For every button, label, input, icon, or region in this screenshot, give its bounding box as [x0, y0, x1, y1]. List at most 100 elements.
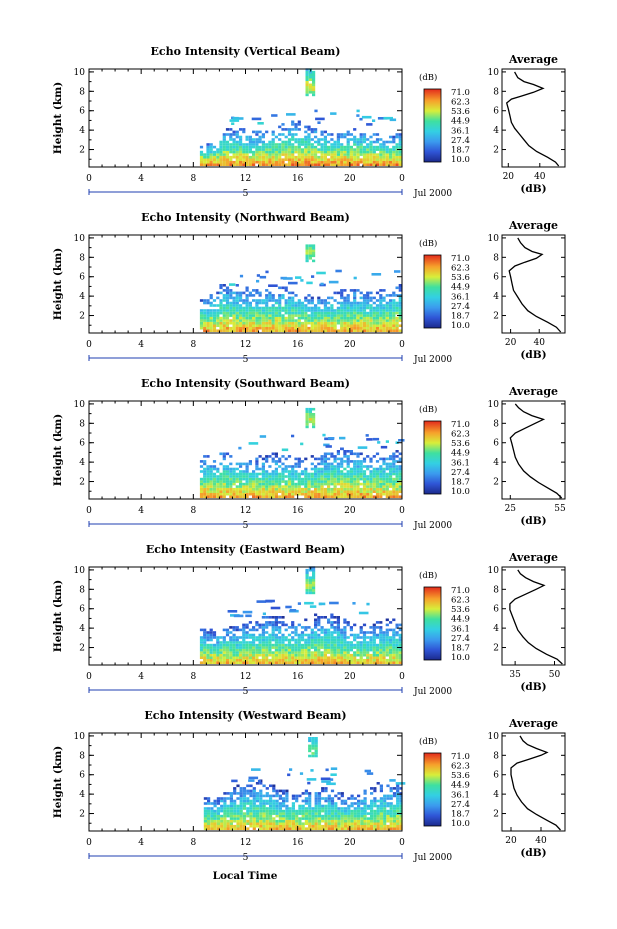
echo-cell	[305, 568, 309, 572]
profile-y-tick-label: 8	[493, 751, 499, 761]
echo-cell	[242, 799, 247, 803]
echo-cell	[353, 467, 357, 471]
echo-cell	[327, 133, 331, 136]
echo-cell	[229, 472, 233, 476]
echo-cell	[386, 802, 390, 805]
echo-cell	[395, 150, 399, 154]
echo-cell	[252, 789, 256, 793]
echo-cell	[261, 465, 265, 468]
echo-cell	[353, 158, 357, 161]
echo-cell	[271, 656, 275, 659]
echo-cell	[395, 482, 399, 486]
echo-cell	[278, 827, 282, 830]
echo-cell	[210, 807, 214, 810]
echo-cell	[308, 407, 312, 411]
echo-cell	[382, 296, 386, 300]
echo-cell	[271, 460, 275, 463]
echo-cell	[225, 155, 230, 159]
echo-cell	[379, 470, 383, 473]
echo-cell	[317, 628, 321, 632]
echo-cell	[252, 817, 256, 820]
echo-cell	[305, 75, 309, 79]
echo-cell	[287, 160, 292, 164]
echo-cell	[320, 148, 324, 151]
echo-cell	[376, 819, 380, 823]
echo-cell	[327, 477, 331, 481]
echo-cell	[212, 643, 217, 647]
echo-cell	[252, 656, 256, 659]
echo-cell	[317, 490, 321, 493]
echo-cell	[199, 299, 204, 302]
echo-cell	[330, 817, 335, 820]
echo-cell	[265, 299, 269, 302]
echo-cell	[389, 621, 393, 624]
echo-cell	[252, 316, 256, 320]
echo-cell	[304, 792, 308, 795]
echo-cell	[223, 807, 227, 810]
echo-cell	[245, 314, 249, 317]
echo-cell	[216, 656, 220, 659]
echo-cell	[298, 807, 302, 810]
echo-cell	[366, 772, 374, 775]
echo-cell	[288, 807, 292, 810]
echo-cell	[310, 661, 314, 664]
echo-cell	[216, 155, 220, 159]
echo-cell	[353, 827, 357, 830]
echo-cell	[219, 299, 223, 302]
echo-cell	[233, 789, 237, 793]
echo-cell	[311, 744, 315, 748]
echo-cell	[284, 329, 288, 332]
echo-cell	[229, 626, 233, 629]
echo-cell	[343, 477, 347, 481]
echo-cell	[349, 485, 353, 488]
echo-cell	[336, 465, 340, 468]
echo-cell	[372, 119, 376, 122]
echo-cell	[212, 631, 217, 634]
echo-cell	[255, 457, 259, 461]
echo-cell	[330, 495, 334, 498]
echo-cell	[333, 646, 337, 649]
echo-cell	[252, 802, 256, 805]
echo-cell	[312, 589, 316, 592]
echo-cell	[320, 282, 324, 286]
echo-cell	[340, 321, 344, 325]
echo-cell	[359, 636, 363, 639]
echo-cell	[265, 487, 269, 491]
echo-cell	[307, 321, 311, 325]
echo-cell	[294, 160, 298, 164]
profile-line	[509, 403, 563, 499]
echo-cell	[271, 296, 275, 300]
echo-cell	[304, 658, 308, 662]
echo-cell	[287, 656, 292, 659]
echo-cell	[399, 819, 403, 823]
echo-cell	[304, 150, 308, 154]
echo-cell	[301, 822, 305, 825]
echo-cell	[291, 434, 295, 438]
echo-cell	[330, 804, 335, 808]
echo-cell	[353, 153, 357, 156]
echo-cell	[330, 133, 334, 136]
echo-cell	[366, 656, 370, 659]
echo-cell	[245, 648, 249, 652]
echo-cell	[271, 643, 275, 647]
echo-cell	[269, 784, 273, 788]
echo-cell	[330, 321, 334, 325]
echo-cell	[274, 480, 278, 483]
echo-cell	[307, 128, 311, 131]
echo-cell	[219, 150, 223, 154]
echo-cell	[235, 643, 239, 647]
echo-cell	[229, 814, 233, 818]
echo-cell	[220, 799, 224, 803]
echo-cell	[252, 160, 256, 164]
echo-cell	[334, 814, 338, 818]
echo-cell	[310, 299, 314, 302]
echo-cell	[265, 155, 269, 159]
echo-cell	[392, 651, 396, 654]
echo-cell	[213, 809, 217, 813]
echo-cell	[395, 623, 399, 627]
echo-cell	[256, 274, 260, 277]
echo-cell	[252, 289, 256, 292]
echo-cell	[291, 812, 295, 815]
echo-cell	[294, 321, 298, 325]
echo-cell	[379, 155, 383, 159]
